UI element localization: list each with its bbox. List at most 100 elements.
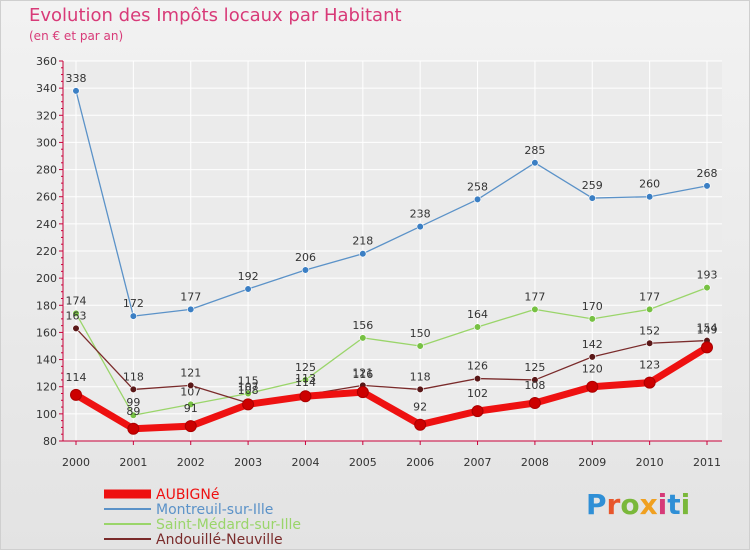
y-tick-label: 360 (36, 55, 57, 68)
data-point (588, 315, 596, 323)
logo-letter: x (639, 488, 658, 521)
series-line (72, 343, 711, 433)
data-label: 156 (352, 319, 373, 332)
chart-subtitle: (en € et par an) (29, 29, 124, 43)
data-point (531, 376, 539, 384)
data-point (586, 380, 599, 393)
data-label: 193 (697, 269, 718, 282)
data-label: 89 (126, 405, 140, 418)
series-line (75, 90, 708, 317)
series-andouill-neuville: 163 118 121 108 114 121 118 126 125 142 152 154 (66, 309, 718, 407)
x-tick-label: 2008 (521, 456, 549, 469)
data-label: 126 (467, 360, 488, 373)
y-tick-label: 100 (36, 408, 57, 421)
data-point (301, 266, 310, 274)
data-point (473, 374, 482, 383)
data-point (473, 323, 482, 331)
data-point (359, 250, 367, 258)
data-point (588, 194, 596, 202)
data-label: 107 (238, 380, 259, 393)
data-point (416, 222, 424, 231)
data-point (129, 385, 137, 394)
data-point (531, 159, 539, 167)
x-tick-label: 2004 (291, 456, 319, 469)
x-tick-label: 2002 (177, 456, 205, 469)
data-point (127, 422, 140, 435)
y-tick-label: 260 (36, 191, 57, 204)
data-point (531, 305, 539, 313)
data-point (646, 305, 654, 313)
data-point (528, 397, 541, 409)
y-tick-label: 160 (36, 326, 57, 339)
logo-letter: r (606, 488, 621, 521)
legend-label: Montreuil-sur-Ille (156, 502, 273, 518)
data-label: 268 (697, 167, 718, 180)
data-label: 118 (410, 370, 431, 383)
y-tick-label: 80 (43, 435, 57, 448)
legend-label: AUBIGNé (156, 487, 220, 503)
data-label: 115 (238, 375, 259, 388)
chart-title: Evolution des Impôts locaux par Habitant (29, 5, 402, 26)
x-tick-label: 2001 (119, 456, 147, 469)
y-tick-label: 140 (36, 354, 57, 367)
data-label: 107 (180, 385, 201, 398)
data-point (356, 386, 369, 399)
data-point (703, 182, 711, 190)
data-point (72, 87, 80, 95)
data-label: 164 (467, 308, 488, 321)
x-tick-label: 2007 (464, 456, 492, 469)
data-point (72, 324, 80, 332)
logo-letter: i (680, 488, 691, 521)
logo-letter: P (586, 488, 607, 521)
data-point (299, 390, 312, 403)
data-point (129, 312, 137, 320)
data-label: 150 (410, 327, 431, 340)
data-label: 163 (66, 309, 87, 322)
data-label: 125 (524, 361, 545, 374)
data-label: 99 (126, 396, 140, 409)
data-point (416, 385, 424, 394)
data-point (471, 405, 484, 418)
series-line (75, 286, 708, 416)
y-tick-label: 120 (36, 381, 57, 394)
series-line (75, 327, 708, 404)
series-montreuil-sur-ille: 338 172 177 192 206 218 238 258 285 259 260 268 (66, 72, 718, 320)
data-point (416, 342, 424, 350)
data-point (242, 398, 255, 411)
y-tick-label: 340 (36, 82, 57, 95)
y-tick-label: 180 (36, 299, 57, 312)
data-label: 259 (582, 179, 603, 192)
data-point (703, 284, 711, 292)
data-label: 258 (467, 180, 488, 193)
data-point (187, 400, 195, 408)
data-label: 177 (180, 290, 201, 303)
data-label: 121 (180, 366, 201, 379)
proxiti-logo: Proxiti (586, 488, 690, 521)
data-label: 170 (582, 300, 603, 313)
data-point (646, 193, 654, 201)
x-tick-label: 2009 (578, 456, 606, 469)
data-label: 92 (413, 401, 427, 414)
data-label: 218 (352, 235, 373, 248)
data-label: 114 (66, 371, 87, 384)
x-tick-label: 2010 (636, 456, 664, 469)
logo-letter: i (657, 488, 668, 521)
y-tick-label: 280 (36, 164, 57, 177)
data-point (244, 285, 252, 293)
data-label: 91 (184, 402, 198, 415)
data-point (129, 411, 137, 419)
data-label: 174 (66, 294, 87, 307)
data-label: 123 (639, 359, 660, 372)
data-label: 260 (639, 178, 660, 191)
data-label: 172 (123, 297, 144, 310)
data-point (70, 388, 82, 401)
x-tick-label: 2006 (406, 456, 434, 469)
legend-label: Saint-Médard-sur-Ille (156, 517, 301, 533)
data-point (244, 389, 252, 398)
data-point (588, 353, 596, 361)
data-label: 149 (697, 323, 718, 336)
data-point (646, 339, 654, 347)
data-label: 125 (295, 361, 316, 374)
